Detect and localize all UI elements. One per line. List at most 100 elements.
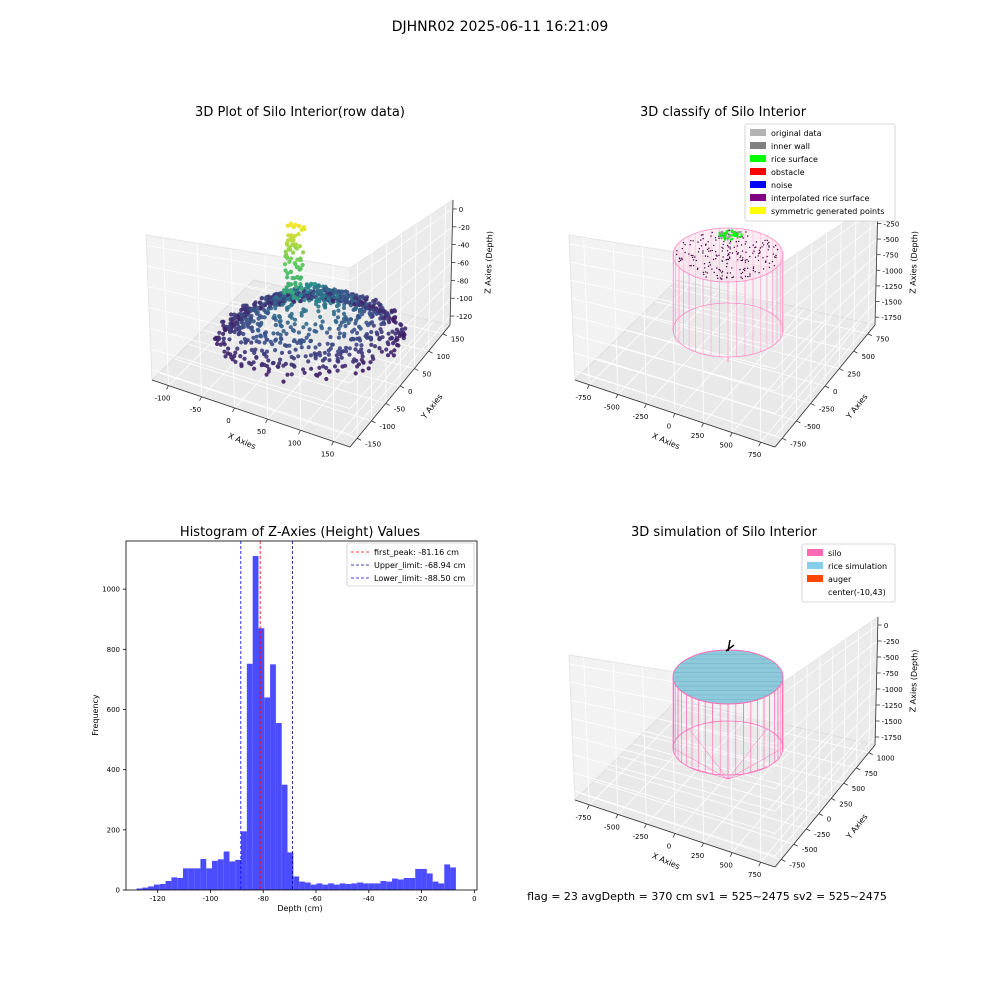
data-point: [289, 362, 294, 367]
data-point: [320, 358, 325, 363]
grid-line: [570, 681, 776, 722]
x-tick-label: -100: [155, 395, 171, 403]
y-tick-label: 100: [437, 353, 450, 361]
rice-point: [738, 231, 742, 234]
data-point: [222, 349, 227, 354]
y-tick: [806, 828, 811, 832]
surface-point: [705, 276, 707, 278]
histogram-bar: [159, 883, 166, 890]
data-point: [288, 325, 293, 330]
data-point: [265, 337, 270, 342]
surface-point: [726, 262, 728, 265]
surface-point: [719, 277, 722, 279]
z-tick-label: -40: [458, 242, 469, 250]
x-axis-label: X Axies: [651, 431, 682, 451]
surface-point: [700, 245, 703, 247]
surface-point: [705, 243, 707, 245]
data-point: [344, 349, 349, 354]
histogram-bar: [450, 867, 456, 890]
rice-point: [738, 235, 742, 239]
y-tick: [843, 782, 848, 786]
data-point: [325, 330, 330, 335]
grid-line: [818, 656, 821, 814]
grid-line: [570, 261, 776, 302]
x-tick-label: -750: [575, 814, 591, 822]
data-point: [336, 326, 341, 331]
grid-line: [146, 244, 351, 282]
data-point: [279, 337, 284, 342]
data-point: [347, 352, 352, 357]
data-point: [284, 242, 290, 247]
x-tick: [586, 384, 590, 389]
surface-point: [721, 278, 723, 280]
surface-point: [752, 269, 755, 272]
surface-point: [709, 264, 711, 266]
histogram-bar: [246, 663, 253, 890]
surface-point: [776, 248, 779, 251]
surface-point: [702, 252, 704, 254]
grid-line: [594, 780, 794, 845]
x-tick: [758, 862, 762, 867]
histogram-bar: [415, 868, 422, 890]
surface-point: [719, 270, 722, 272]
z-tick-label: -120: [456, 313, 472, 321]
data-point: [278, 357, 283, 362]
data-point: [288, 288, 293, 293]
data-point: [305, 290, 310, 295]
data-point: [266, 358, 271, 363]
data-point: [251, 335, 256, 340]
grid-line: [619, 755, 819, 815]
surface-point: [772, 253, 775, 255]
x-tick-label: 250: [691, 432, 704, 440]
data-point: [344, 296, 349, 301]
data-point: [308, 353, 313, 358]
data-point: [259, 348, 265, 353]
data-point: [218, 342, 223, 347]
histogram-bar: [339, 883, 346, 890]
data-point: [233, 350, 238, 355]
x-tick: [331, 441, 334, 446]
surface-point: [766, 255, 768, 258]
surface-point: [684, 243, 686, 246]
data-point: [281, 379, 286, 384]
data-point: [256, 328, 261, 333]
z-tick-label: -60: [458, 260, 469, 268]
y-tick: [371, 420, 376, 424]
surface-point: [748, 246, 751, 249]
grid-line: [867, 204, 872, 334]
data-point: [332, 364, 338, 369]
grid-line: [632, 743, 832, 799]
data-point: [238, 340, 244, 345]
surface-point: [684, 251, 686, 254]
data-point: [347, 346, 352, 351]
data-point: [389, 308, 394, 313]
data-point: [293, 222, 298, 227]
y-tick: [428, 350, 433, 354]
histogram-bar: [252, 556, 259, 890]
surface-point: [766, 243, 769, 245]
data-point: [318, 353, 323, 358]
rice-point: [729, 235, 732, 238]
data-point: [314, 329, 319, 334]
surface-point: [717, 277, 719, 279]
x-tick-label: -60: [310, 895, 321, 903]
data-point: [298, 258, 303, 263]
legend-swatch: [750, 194, 766, 201]
surface-point: [682, 241, 685, 244]
histogram-bar: [299, 881, 305, 890]
data-point: [268, 303, 273, 309]
data-point: [384, 347, 389, 352]
rice-point: [718, 234, 722, 238]
grid-line: [642, 246, 647, 404]
data-point: [343, 323, 348, 329]
data-point: [359, 347, 364, 352]
data-point: [389, 350, 394, 355]
data-point: [320, 319, 325, 324]
panel-histogram: Histogram of Z-Axies (Height) Values Dep…: [91, 525, 478, 913]
histogram-bar: [241, 831, 247, 890]
silo-cone-line: [727, 747, 784, 780]
data-point: [378, 316, 383, 321]
surface-point: [692, 254, 694, 257]
data-point: [289, 236, 294, 241]
surface-point: [729, 272, 732, 274]
